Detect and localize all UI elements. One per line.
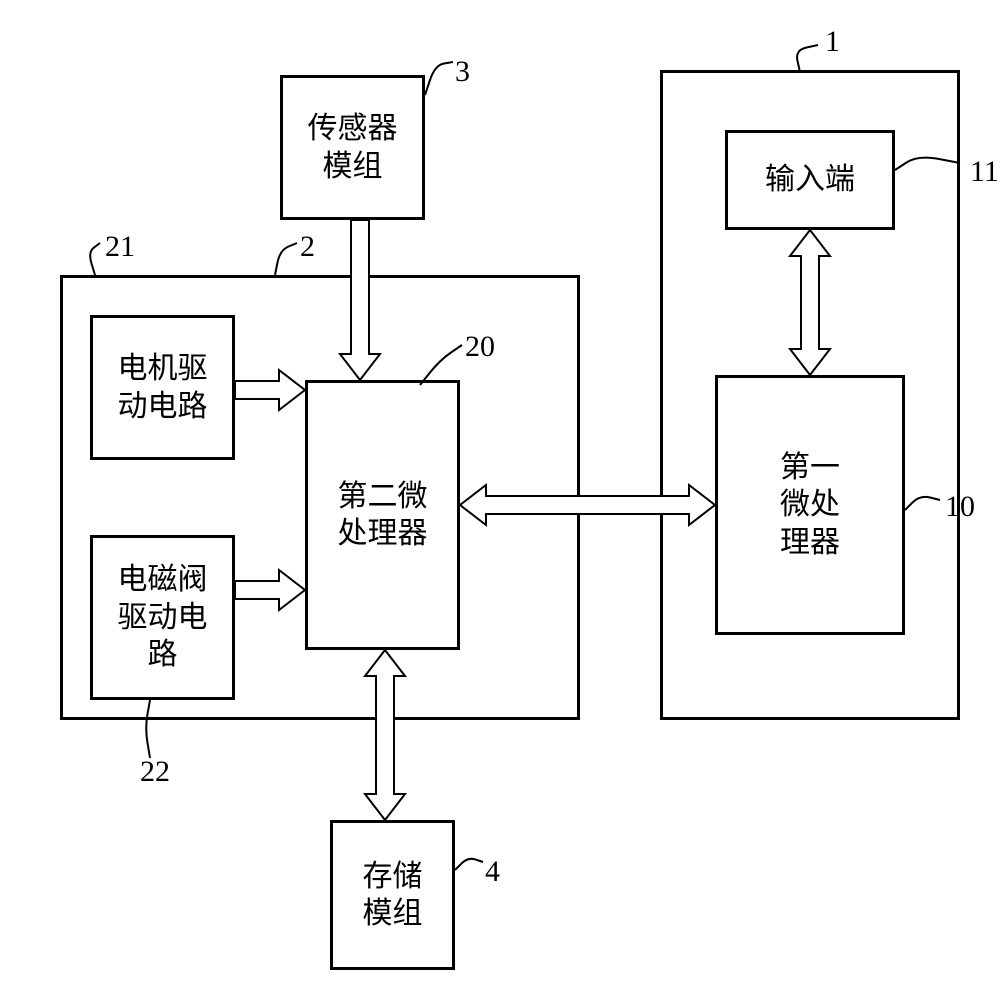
leader-2 [275,243,297,275]
diagram-canvas: 输入端第一 微处 理器传感器 模组电机驱 动电路电磁阀 驱动电 路第二微 处理器… [0,0,1000,993]
leader-3 [425,62,453,95]
leader-11 [895,158,960,170]
leader-22 [146,700,150,758]
leader-1 [797,45,818,72]
leader-10 [905,497,940,510]
leaders-layer [0,0,1000,993]
leader-4 [455,859,483,870]
leader-20 [420,345,462,385]
leader-21 [90,243,100,275]
